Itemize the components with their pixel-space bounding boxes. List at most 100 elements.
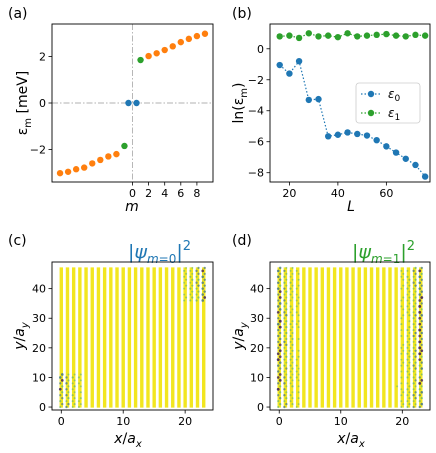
panel-label-b: (b) bbox=[232, 6, 252, 22]
chart-d-cell bbox=[412, 328, 415, 332]
panel-a: (a) 0 2 4 6 8−202 εm [meV] m bbox=[8, 6, 214, 215]
chart-c-cell bbox=[67, 402, 70, 406]
chart-d-cell bbox=[414, 379, 417, 382]
chart-d-cell bbox=[279, 272, 282, 276]
chart-d-cell bbox=[289, 376, 292, 379]
chart-d-cell bbox=[418, 304, 422, 308]
chart-d-cell bbox=[289, 311, 292, 314]
chart-a-plot-area: 0 2 4 6 8−202 bbox=[30, 24, 213, 200]
chart-d-cell bbox=[295, 269, 298, 272]
chart-b-point-1-10 bbox=[373, 31, 380, 39]
chart-a-point-orange-8 bbox=[145, 52, 152, 60]
chart-b-point-1-0 bbox=[276, 33, 283, 40]
chart-d-cell bbox=[283, 269, 286, 273]
chart-d-cell bbox=[414, 337, 417, 341]
chart-d-cell bbox=[418, 376, 421, 379]
chart-c-ytick-label-2: 20 bbox=[32, 342, 46, 355]
chart-d-cell bbox=[285, 325, 288, 329]
chart-d-cell bbox=[402, 361, 405, 364]
chart-a-point-orange-12 bbox=[177, 38, 184, 46]
chart-c-cell bbox=[79, 385, 82, 388]
chart-c-cell bbox=[203, 272, 206, 275]
chart-c-cell bbox=[61, 402, 64, 406]
chart-d-cell bbox=[402, 296, 405, 299]
chart-d-cell bbox=[406, 364, 409, 367]
chart-d-cell bbox=[414, 290, 417, 293]
chart-d-cell bbox=[289, 305, 292, 308]
chart-a-frame bbox=[51, 23, 214, 183]
chart-d-cell bbox=[297, 373, 300, 376]
chart-c-cell bbox=[195, 275, 198, 278]
chart-d-cell bbox=[285, 320, 288, 323]
chart-d-cell bbox=[297, 326, 300, 329]
panel-b: (b) 20 40 60−8−6−4−20 ln(εm) L ε0 ε1 bbox=[231, 6, 431, 215]
chart-c-cell bbox=[201, 275, 204, 279]
chart-d-cell bbox=[279, 396, 282, 400]
chart-d-cell bbox=[283, 275, 286, 278]
chart-d-cell bbox=[289, 269, 292, 272]
chart-c-cell bbox=[191, 266, 194, 269]
chart-a-ylabel: εm [meV] bbox=[15, 71, 34, 136]
chart-c-cell bbox=[65, 382, 68, 385]
chart-d-cell bbox=[418, 275, 422, 279]
chart-d-cell bbox=[412, 364, 415, 367]
chart-d-cell bbox=[402, 308, 405, 311]
chart-d-cell bbox=[408, 296, 411, 299]
chart-c-cell bbox=[71, 376, 74, 379]
chart-d-cell bbox=[408, 355, 411, 358]
chart-d-cell bbox=[414, 349, 417, 353]
chart-c-cell bbox=[73, 397, 76, 400]
chart-d-cell bbox=[283, 346, 286, 349]
chart-d-cell bbox=[285, 290, 288, 293]
chart-d-cell bbox=[412, 388, 415, 391]
chart-d-cell bbox=[400, 346, 403, 349]
chart-d-cell bbox=[420, 361, 423, 364]
chart-d-cell bbox=[418, 310, 422, 314]
chart-c-ytick-label-3: 30 bbox=[32, 312, 46, 325]
chart-d-cell bbox=[283, 287, 286, 290]
chart-d-cell bbox=[412, 405, 415, 409]
chart-d-cell bbox=[285, 361, 288, 364]
chart-a-ytick-label-1: 0 bbox=[39, 97, 46, 110]
chart-d-cell bbox=[408, 337, 411, 341]
chart-d-cell bbox=[402, 343, 405, 346]
chart-d-cell bbox=[291, 314, 294, 317]
chart-d-cell bbox=[278, 319, 282, 323]
chart-d-cell bbox=[406, 293, 409, 296]
chart-c-cell bbox=[58, 387, 62, 391]
chart-c-ylabel: y/ay bbox=[12, 321, 31, 351]
chart-c-frame bbox=[51, 261, 214, 411]
chart-d-cell bbox=[420, 379, 424, 382]
chart-d-cell bbox=[285, 284, 288, 287]
chart-d-cell bbox=[420, 367, 424, 370]
chart-c-cell bbox=[197, 278, 200, 281]
chart-c-cell bbox=[71, 394, 74, 397]
chart-d-cell bbox=[406, 406, 409, 409]
chart-d-cell bbox=[414, 314, 417, 317]
chart-d-cell bbox=[289, 329, 292, 332]
chart-b-point-1-6 bbox=[334, 33, 342, 41]
chart-d-cell bbox=[291, 385, 294, 388]
chart-d-cell bbox=[289, 323, 292, 326]
chart-d-cell bbox=[412, 323, 415, 326]
chart-d-cell bbox=[297, 397, 300, 400]
chart-d-cell bbox=[289, 364, 292, 367]
chart-d-cell bbox=[414, 361, 417, 364]
chart-d-cell bbox=[396, 385, 399, 388]
chart-c-cell bbox=[189, 293, 192, 296]
chart-d-cell bbox=[297, 337, 300, 340]
chart-c-cell bbox=[65, 376, 68, 379]
chart-d-cell bbox=[289, 394, 292, 397]
chart-d-cell bbox=[277, 346, 280, 349]
chart-c-cell bbox=[79, 391, 82, 394]
chart-c-cell bbox=[67, 391, 70, 394]
chart-d-ytick-label-0: 0 bbox=[257, 401, 264, 414]
chart-c-cell bbox=[77, 376, 80, 379]
chart-d-cell bbox=[297, 355, 300, 358]
chart-b-point-1-5 bbox=[324, 32, 332, 39]
chart-c-cell bbox=[67, 379, 70, 382]
chart-d-cell bbox=[278, 296, 282, 299]
chart-d-cell bbox=[402, 391, 405, 394]
chart-d-title: |ψm=1|2 bbox=[352, 239, 415, 266]
chart-d-cell bbox=[297, 296, 300, 299]
